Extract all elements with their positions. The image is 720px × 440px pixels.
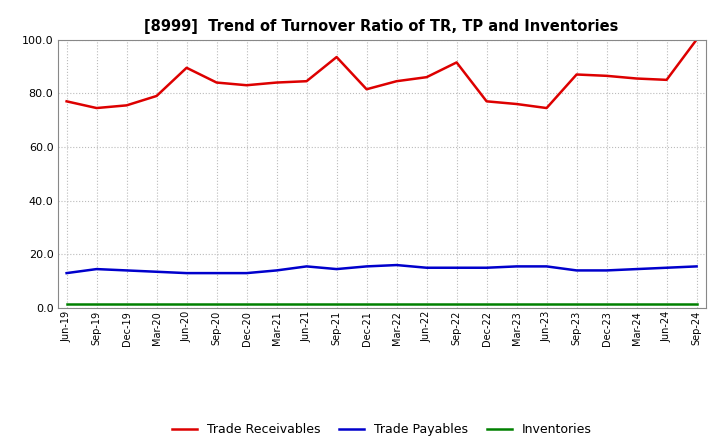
Trade Payables	[153, 269, 161, 275]
Trade Payables	[422, 265, 431, 270]
Inventories	[392, 301, 401, 307]
Trade Payables	[362, 264, 371, 269]
Trade Payables	[572, 268, 581, 273]
Inventories	[513, 301, 521, 307]
Inventories	[693, 301, 701, 307]
Trade Receivables	[153, 93, 161, 99]
Trade Payables	[182, 271, 191, 276]
Trade Receivables	[482, 99, 491, 104]
Trade Receivables	[92, 106, 101, 111]
Trade Payables	[62, 271, 71, 276]
Trade Receivables	[662, 77, 671, 82]
Trade Receivables	[632, 76, 641, 81]
Inventories	[662, 301, 671, 307]
Trade Payables	[482, 265, 491, 270]
Trade Payables	[632, 267, 641, 272]
Inventories	[92, 301, 101, 307]
Trade Receivables	[542, 106, 551, 111]
Trade Payables	[92, 267, 101, 272]
Trade Payables	[333, 267, 341, 272]
Inventories	[452, 301, 461, 307]
Inventories	[62, 301, 71, 307]
Trade Receivables	[122, 103, 131, 108]
Trade Payables	[302, 264, 311, 269]
Trade Receivables	[333, 55, 341, 60]
Trade Payables	[392, 262, 401, 268]
Trade Payables	[212, 271, 221, 276]
Trade Receivables	[452, 60, 461, 65]
Trade Receivables	[572, 72, 581, 77]
Inventories	[153, 301, 161, 307]
Trade Receivables	[392, 79, 401, 84]
Trade Payables	[272, 268, 281, 273]
Inventories	[632, 301, 641, 307]
Inventories	[602, 301, 611, 307]
Trade Receivables	[182, 65, 191, 70]
Trade Receivables	[302, 79, 311, 84]
Line: Trade Receivables: Trade Receivables	[66, 40, 697, 108]
Trade Payables	[122, 268, 131, 273]
Title: [8999]  Trend of Turnover Ratio of TR, TP and Inventories: [8999] Trend of Turnover Ratio of TR, TP…	[145, 19, 618, 34]
Trade Payables	[693, 264, 701, 269]
Inventories	[272, 301, 281, 307]
Trade Payables	[602, 268, 611, 273]
Inventories	[302, 301, 311, 307]
Inventories	[122, 301, 131, 307]
Inventories	[482, 301, 491, 307]
Line: Trade Payables: Trade Payables	[66, 265, 697, 273]
Trade Receivables	[422, 74, 431, 80]
Trade Payables	[542, 264, 551, 269]
Trade Receivables	[513, 101, 521, 106]
Trade Receivables	[242, 83, 251, 88]
Inventories	[542, 301, 551, 307]
Trade Payables	[662, 265, 671, 270]
Trade Payables	[452, 265, 461, 270]
Trade Payables	[242, 271, 251, 276]
Trade Receivables	[212, 80, 221, 85]
Trade Payables	[513, 264, 521, 269]
Inventories	[572, 301, 581, 307]
Inventories	[212, 301, 221, 307]
Inventories	[422, 301, 431, 307]
Inventories	[362, 301, 371, 307]
Trade Receivables	[272, 80, 281, 85]
Trade Receivables	[362, 87, 371, 92]
Inventories	[333, 301, 341, 307]
Legend: Trade Receivables, Trade Payables, Inventories: Trade Receivables, Trade Payables, Inven…	[166, 418, 597, 440]
Inventories	[242, 301, 251, 307]
Trade Receivables	[602, 73, 611, 78]
Trade Receivables	[693, 37, 701, 42]
Trade Receivables	[62, 99, 71, 104]
Inventories	[182, 301, 191, 307]
